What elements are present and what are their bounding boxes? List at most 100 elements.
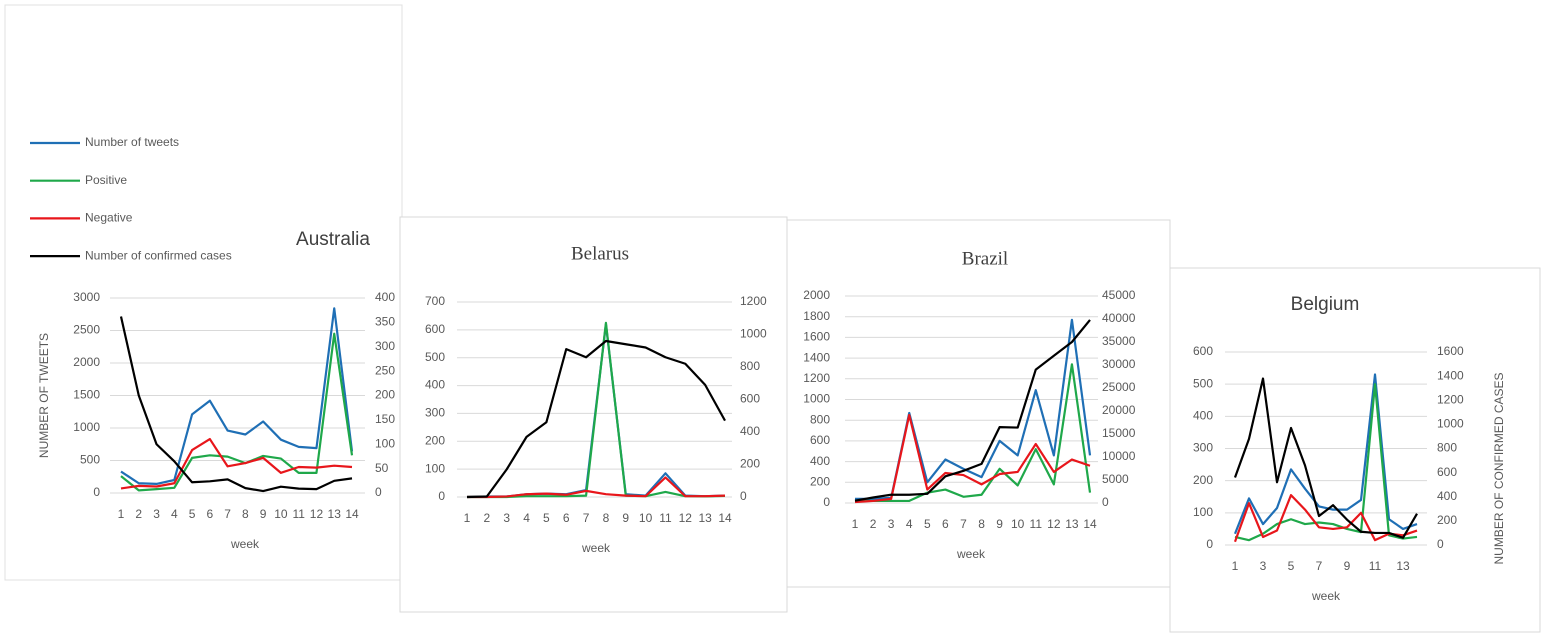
y-tick-label: 2500 bbox=[73, 323, 100, 337]
y2-tick-label: 20000 bbox=[1102, 403, 1136, 417]
x-tick-label: 9 bbox=[260, 507, 267, 521]
x-tick-label: 7 bbox=[224, 507, 231, 521]
series-line bbox=[855, 363, 1092, 503]
x-tick-label: 2 bbox=[870, 517, 877, 531]
x-tick-label: 6 bbox=[942, 517, 949, 531]
x-tick-label: 4 bbox=[906, 517, 913, 531]
y2-tick-label: 0 bbox=[1102, 495, 1109, 509]
y-tick-label: 1400 bbox=[803, 350, 830, 364]
chart-title: Brazil bbox=[962, 248, 1008, 269]
y-tick-label: 300 bbox=[425, 406, 445, 420]
panel bbox=[786, 219, 1171, 588]
series-line bbox=[1233, 373, 1418, 535]
panel bbox=[1169, 267, 1541, 633]
x-tick-label: 1 bbox=[464, 511, 471, 525]
y-tick-label: 100 bbox=[425, 461, 445, 475]
x-tick-label: 8 bbox=[603, 511, 610, 525]
x-tick-label: 13 bbox=[328, 507, 342, 521]
y-tick-label: 200 bbox=[1193, 473, 1213, 487]
y-tick-label: 200 bbox=[425, 433, 445, 447]
x-tick-label: 10 bbox=[639, 511, 653, 525]
y2-tick-label: 1000 bbox=[740, 327, 767, 341]
x-tick-label: 5 bbox=[1288, 559, 1295, 573]
x-tick-label: 14 bbox=[718, 511, 732, 525]
x-tick-label: 11 bbox=[292, 507, 305, 521]
x-tick-label: 9 bbox=[1344, 559, 1351, 573]
y2-tick-label: 10000 bbox=[1102, 449, 1136, 463]
x-axis-label: week bbox=[230, 537, 260, 551]
x-tick-label: 6 bbox=[563, 511, 570, 525]
y2-tick-label: 400 bbox=[1437, 489, 1457, 503]
legend-label: Number of confirmed cases bbox=[85, 248, 232, 262]
y-tick-label: 200 bbox=[810, 474, 830, 488]
y2-tick-label: 400 bbox=[740, 424, 760, 438]
panel bbox=[4, 4, 403, 581]
series-line bbox=[120, 307, 354, 485]
y2-tick-label: 150 bbox=[375, 412, 395, 426]
x-tick-label: 10 bbox=[1011, 517, 1025, 531]
x-tick-label: 12 bbox=[310, 507, 324, 521]
y-tick-label: 600 bbox=[425, 322, 445, 336]
y2-tick-label: 100 bbox=[375, 436, 395, 450]
x-axis-label: week bbox=[956, 547, 986, 561]
y-tick-label: 500 bbox=[1193, 376, 1213, 390]
y2-tick-label: 1000 bbox=[1437, 417, 1464, 431]
x-tick-label: 13 bbox=[698, 511, 712, 525]
y2-tick-label: 1200 bbox=[740, 294, 767, 308]
x-tick-label: 11 bbox=[1030, 517, 1043, 531]
series-line bbox=[120, 332, 354, 492]
y-tick-label: 1000 bbox=[803, 392, 830, 406]
chart-title: Australia bbox=[296, 229, 370, 250]
x-tick-label: 9 bbox=[996, 517, 1003, 531]
series-line bbox=[1234, 383, 1418, 542]
y2-tick-label: 350 bbox=[375, 315, 395, 329]
x-tick-label: 4 bbox=[171, 507, 178, 521]
x-tick-label: 12 bbox=[1047, 517, 1061, 531]
chart-title: Belarus bbox=[571, 243, 629, 264]
x-tick-label: 2 bbox=[484, 511, 491, 525]
y2-tick-label: 30000 bbox=[1102, 357, 1136, 371]
x-tick-label: 7 bbox=[960, 517, 967, 531]
series-line bbox=[1233, 494, 1418, 543]
series-line bbox=[467, 476, 726, 499]
x-tick-label: 14 bbox=[345, 507, 359, 521]
x-tick-label: 12 bbox=[679, 511, 693, 525]
x-tick-label: 3 bbox=[153, 507, 160, 521]
x-tick-label: 7 bbox=[583, 511, 590, 525]
y2-tick-label: 15000 bbox=[1102, 426, 1136, 440]
y2-tick-label: 45000 bbox=[1102, 288, 1136, 302]
y-tick-label: 1600 bbox=[803, 330, 830, 344]
y-tick-label: 0 bbox=[823, 495, 830, 509]
y-tick-label: 100 bbox=[1193, 505, 1213, 519]
y-tick-label: 1500 bbox=[73, 388, 100, 402]
legend-label: Negative bbox=[85, 211, 133, 225]
x-tick-label: 6 bbox=[207, 507, 214, 521]
x-tick-label: 11 bbox=[1369, 559, 1382, 573]
series-line bbox=[854, 413, 1091, 504]
series-line bbox=[119, 316, 353, 493]
x-tick-label: 5 bbox=[189, 507, 196, 521]
x-tick-label: 9 bbox=[622, 511, 629, 525]
y-tick-label: 1000 bbox=[73, 420, 100, 434]
legend-label: Number of tweets bbox=[85, 135, 179, 149]
y-tick-label: 400 bbox=[810, 454, 830, 468]
x-tick-label: 1 bbox=[1232, 559, 1239, 573]
x-tick-label: 8 bbox=[978, 517, 985, 531]
y2-tick-label: 5000 bbox=[1102, 472, 1129, 486]
legend-label: Positive bbox=[85, 173, 127, 187]
y-tick-label: 600 bbox=[810, 433, 830, 447]
x-tick-label: 2 bbox=[135, 507, 142, 521]
y2-tick-label: 1600 bbox=[1437, 344, 1464, 358]
x-tick-label: 3 bbox=[888, 517, 895, 531]
y2-tick-label: 800 bbox=[1437, 441, 1457, 455]
y2-tick-label: 200 bbox=[740, 457, 760, 471]
y-axis-label: NUMBER OF TWEETS bbox=[37, 333, 51, 458]
y2-tick-label: 800 bbox=[740, 359, 760, 373]
y-tick-label: 3000 bbox=[73, 290, 100, 304]
y-tick-label: 2000 bbox=[73, 355, 100, 369]
x-axis-label: week bbox=[581, 541, 611, 555]
x-tick-label: 3 bbox=[1260, 559, 1267, 573]
y-tick-label: 1200 bbox=[803, 371, 830, 385]
x-tick-label: 13 bbox=[1065, 517, 1079, 531]
y2-tick-label: 300 bbox=[375, 339, 395, 353]
